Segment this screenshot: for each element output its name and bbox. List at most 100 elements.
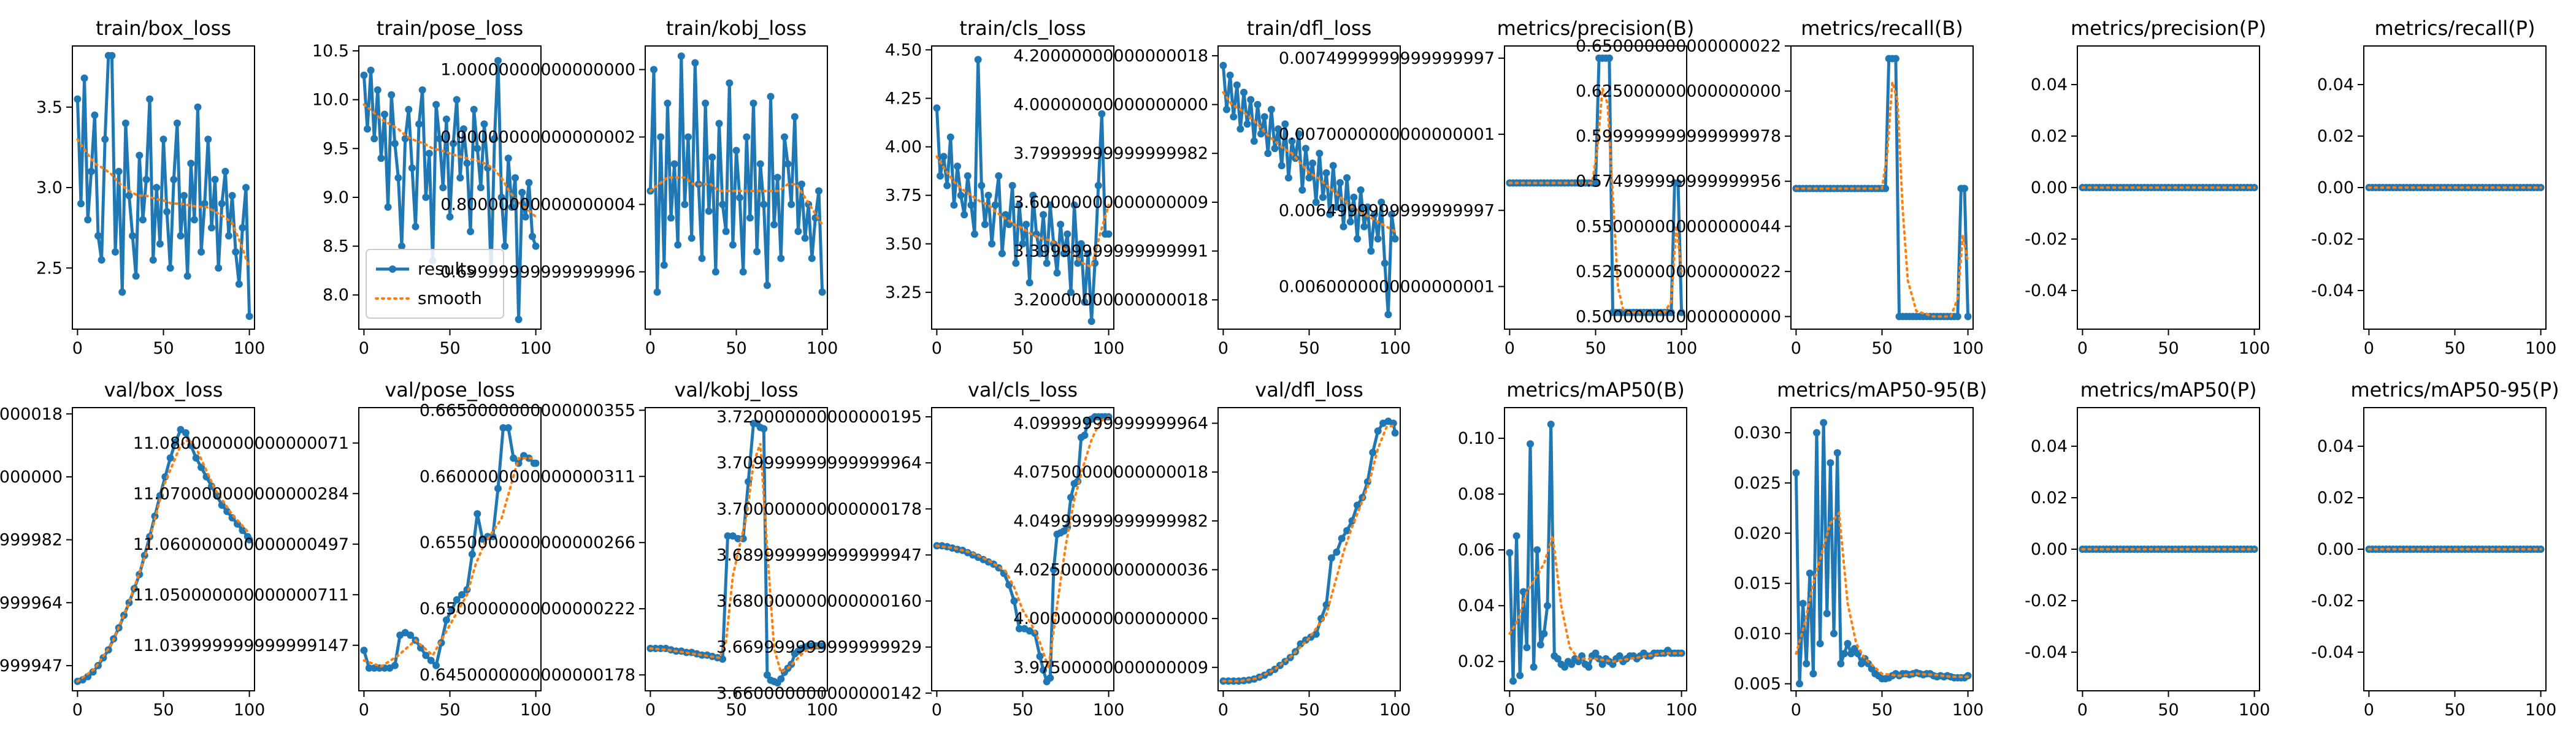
y-tick-label: 3.700000000000000178: [716, 500, 922, 519]
axes-frame: [931, 407, 1114, 691]
y-tick-label: 4.04999999999999982: [1013, 512, 1208, 531]
y-tick-label: 3.479999999999999982: [0, 531, 63, 550]
results-point: [365, 664, 373, 672]
results-point: [1820, 419, 1828, 427]
results-point: [746, 214, 754, 222]
results-point: [770, 221, 778, 229]
results-point: [435, 135, 443, 143]
results-point: [815, 187, 822, 195]
axes-frame: [72, 407, 255, 691]
results-point: [1605, 54, 1613, 62]
results-point: [1343, 174, 1351, 182]
results-point: [87, 167, 95, 175]
results-point: [153, 184, 161, 191]
results-point: [1609, 660, 1617, 668]
results-point: [197, 248, 205, 256]
panel-train-box-loss: train/box_loss 0 50 100 2.5 3.0 3.5: [36, 17, 265, 358]
results-point: [473, 510, 481, 518]
results-point: [729, 241, 737, 249]
results-point: [1585, 663, 1593, 671]
y-tick-label: 0.6450000000000000178: [420, 666, 635, 685]
panel-data: [2365, 184, 2545, 191]
results-point: [192, 454, 200, 462]
results-point: [1350, 193, 1358, 201]
y-tick-label: 0.00: [2031, 178, 2068, 197]
results-point: [1219, 61, 1227, 69]
axes-frame: [72, 45, 255, 330]
results-point: [115, 167, 123, 175]
y-tick-label: 3.720000000000000195: [716, 408, 922, 427]
results-point: [724, 532, 732, 540]
y-tick-label: 0.08: [1458, 485, 1495, 504]
panel-title: metrics/recall(B): [1801, 17, 1963, 40]
results-point: [1340, 223, 1347, 230]
results-point: [1333, 548, 1341, 556]
panel-metrics-recall-p: metrics/recall(P) 0 50 100 -0.04 -0.02 0.00 0.0…: [2311, 17, 2556, 358]
results-point: [1098, 110, 1106, 118]
results-point: [132, 272, 140, 280]
results-point: [1036, 249, 1044, 257]
results-point: [448, 606, 456, 614]
legend-results-marker: [389, 265, 396, 273]
results-point: [1371, 210, 1378, 218]
results-point: [964, 172, 972, 180]
y-tick-label: 0.025: [1734, 474, 1781, 493]
results-point: [515, 316, 523, 324]
y-tick-label: 0.04: [2031, 75, 2068, 94]
smooth-line: [1222, 91, 1397, 233]
results-point: [1799, 599, 1807, 607]
panel-val-pose-loss: val/pose_loss 0 50 100 11.039999999999999147…: [133, 378, 552, 720]
results-point: [978, 181, 986, 189]
results-point: [1516, 672, 1524, 679]
results-point: [239, 527, 247, 534]
results-point: [1040, 666, 1048, 674]
y-tick-label: -0.02: [2311, 592, 2354, 611]
results-point: [781, 133, 788, 141]
results-point: [1077, 240, 1085, 248]
y-tick-label: 4.02500000000000036: [1013, 560, 1208, 579]
x-tick-label: 0: [359, 701, 369, 720]
results-point: [1391, 429, 1399, 437]
results-point: [664, 99, 672, 107]
x-tick-label: 50: [726, 701, 746, 720]
y-tick-label: 3.75: [885, 186, 922, 205]
results-point: [1223, 105, 1230, 113]
results-point: [422, 652, 430, 660]
results-point: [1374, 427, 1382, 435]
panel-title: train/dfl_loss: [1247, 17, 1372, 40]
panel-data: [1792, 419, 1972, 688]
x-tick-label: 50: [1585, 339, 1606, 358]
results-point: [142, 175, 150, 183]
smooth-line: [935, 155, 1110, 269]
results-point: [1568, 660, 1576, 668]
results-point: [136, 151, 144, 159]
x-tick-label: 100: [1952, 701, 1984, 720]
results-point: [981, 221, 989, 229]
x-tick-label: 0: [1791, 339, 1801, 358]
axes-frame: [931, 45, 1114, 330]
y-tick-label: 3.20000000000000018: [1013, 291, 1208, 310]
y-tick-label: 3.439999999999999947: [0, 656, 63, 675]
results-point: [726, 79, 734, 87]
y-tick-label: 0.00: [2031, 540, 2068, 559]
panel-metrics-map50-b: metrics/mAP50(B) 0 50 100 0.02 0.04 0.06 0.08 0.…: [1458, 378, 1697, 720]
x-tick-label: 0: [932, 339, 942, 358]
results-point: [657, 133, 665, 141]
y-tick-label: 4.09999999999999964: [1013, 414, 1208, 433]
results-point: [705, 207, 713, 215]
y-tick-label: 0.0074999999999999997: [1279, 49, 1495, 68]
results-point: [529, 232, 536, 240]
y-tick-label: -0.02: [2311, 230, 2354, 249]
x-tick-label: 50: [726, 339, 746, 358]
results-point: [1281, 120, 1289, 128]
results-point: [1298, 186, 1306, 194]
results-point: [708, 153, 716, 161]
y-tick-label: 11.039999999999999147: [133, 636, 349, 655]
x-tick-label: 0: [645, 339, 656, 358]
results-point: [370, 664, 378, 672]
results-point: [1509, 677, 1517, 685]
x-tick-label: 0: [2364, 339, 2374, 358]
results-point: [1309, 159, 1317, 167]
y-tick-label: 3.660000000000000142: [716, 684, 922, 703]
